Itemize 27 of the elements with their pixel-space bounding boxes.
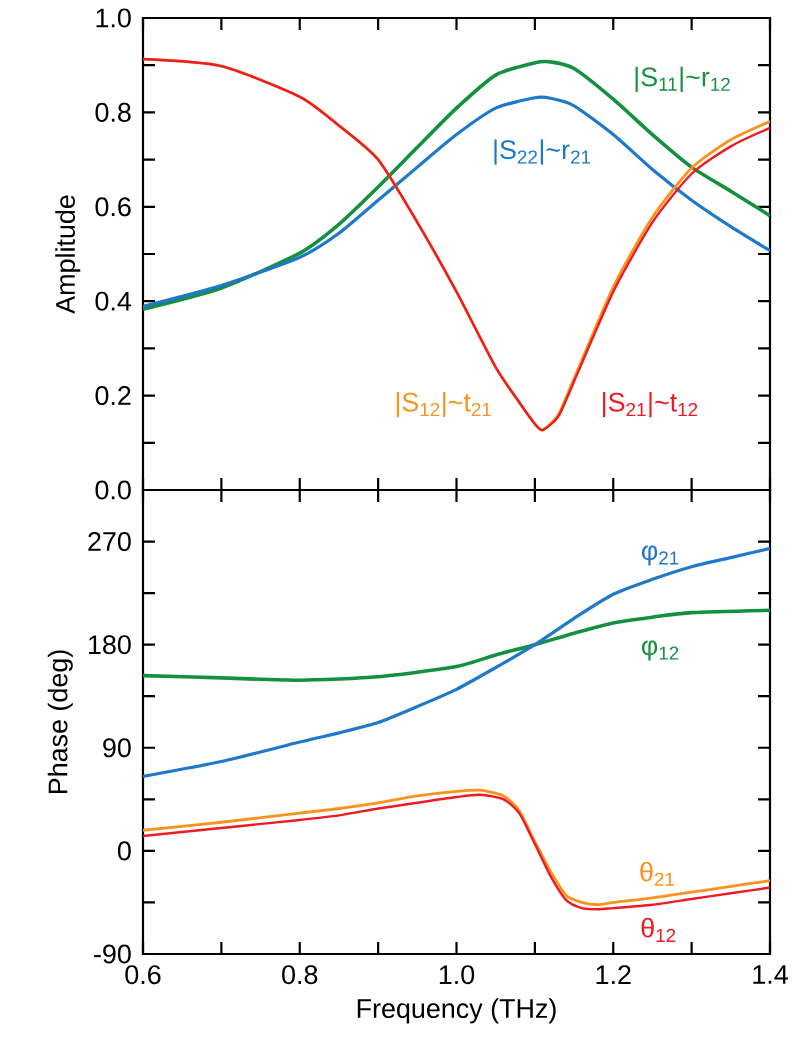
y-tick-label: 180 (89, 635, 131, 655)
x-tick-label: 0.8 (282, 965, 318, 985)
y-tick-label: 1.0 (96, 8, 131, 28)
y-tick-label: 0.2 (95, 386, 131, 406)
x-tick-label: 0.6 (125, 965, 161, 985)
y-axis-title: Phase (deg) (47, 650, 73, 794)
series-label: |S$_{21}$|~t$_{12}$ (603, 391, 698, 418)
y-tick-label: 0.6 (95, 197, 131, 217)
x-axis-title: Frequency (THz) (357, 998, 556, 1024)
y-tick-label: -90 (94, 944, 131, 964)
x-tick-label: 1.4 (753, 965, 788, 984)
y-tick-label: 0.8 (95, 102, 131, 122)
x-tick-label: 1.2 (596, 965, 631, 984)
y-tick-label: 0.0 (95, 480, 131, 500)
y-tick-label: 0 (117, 841, 131, 861)
series-label: |S$_{22}$|~r$_{21}$ (494, 139, 591, 165)
series-label: θ$_{12}$ (641, 917, 676, 942)
series-label: |S$_{12}$|~t$_{21}$ (396, 391, 491, 418)
series-label: |S$_{11}$|~r$_{12}$ (635, 66, 730, 92)
y-axis-title: Amplitude (55, 195, 81, 314)
series-label: φ$_{12}$ (641, 640, 679, 661)
y-tick-label: 270 (88, 532, 131, 552)
series-label: φ$_{21}$ (641, 545, 679, 566)
x-tick-label: 1.0 (439, 965, 475, 985)
y-tick-label: 90 (103, 738, 131, 758)
y-tick-label: 0.4 (95, 291, 132, 311)
series-label: θ$_{21}$ (640, 861, 674, 886)
